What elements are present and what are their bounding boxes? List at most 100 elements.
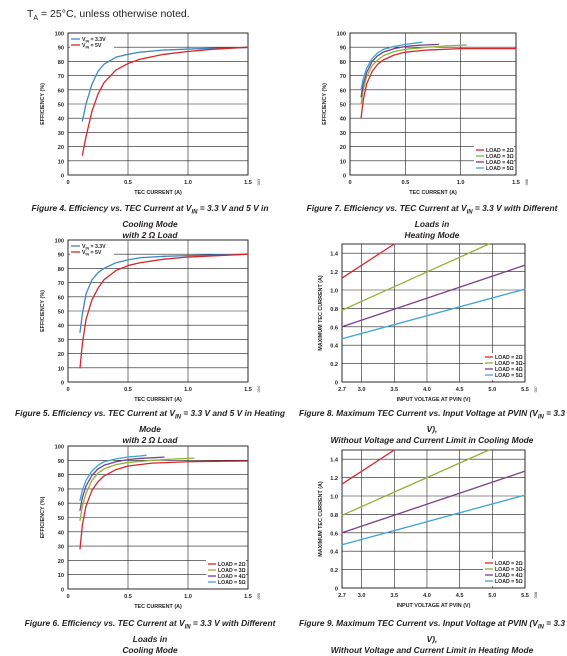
series-line-1 [341, 449, 395, 485]
figure-4-plot: 0 10 20 30 40 50 60 70 80 90 100 0 0.5 1.0 1.5 TEC CURR… [40, 32, 261, 197]
legend-entry: VIN = 3.3V [82, 37, 106, 44]
y-tick-label: 0 [61, 381, 64, 387]
legend-entry: VIN = 5V [82, 43, 102, 50]
y-tick-label: 70 [58, 487, 64, 493]
y-tick-label: 0.6 [330, 531, 338, 537]
plot-frame [67, 445, 249, 590]
x-tick-label: 2.7 [338, 387, 346, 393]
figure-7-plot: 0 10 20 30 40 50 60 70 80 90 100 0 0.5 1.0 1.5 TEC CURR… [322, 32, 529, 197]
y-tick-label: 60 [58, 88, 64, 94]
series-line-1 [79, 253, 249, 333]
x-tick-label: 3.5 [390, 387, 398, 393]
series-line-2 [79, 253, 249, 369]
legend-entry: LOAD = 4Ω [495, 573, 523, 579]
x-tick-label: 4.0 [423, 593, 431, 599]
figure-9-plot: 0 0.2 0.4 0.6 0.8 1.0 1.2 1.4 2.7 3.0 3.5 4.0 4.5 5.0… [318, 449, 538, 609]
y-tick-label: 0 [343, 174, 346, 180]
x-tick-label: 0 [66, 594, 69, 600]
y-tick-label: 40 [58, 530, 64, 536]
y-tick-label: 10 [58, 366, 64, 372]
y-tick-label: 60 [340, 88, 346, 94]
y-tick-label: 100 [337, 32, 346, 38]
y-tick-label: 1.4 [330, 252, 339, 258]
legend-entry: LOAD = 3Ω [486, 154, 514, 160]
y-tick-label: 30 [58, 545, 64, 551]
figure-8-plot: 0 0.2 0.4 0.6 0.8 1.0 1.2 1.4 2.7 3.0 3.5 4.0 4.5 5.0… [318, 243, 538, 403]
legend-entry: LOAD = 5Ω [495, 579, 523, 585]
y-tick-label: 50 [58, 516, 64, 522]
y-tick-label: 10 [340, 159, 346, 165]
y-tick-label: 70 [340, 74, 346, 80]
figure-9-caption: Figure 9. Maximum TEC Current vs. Input … [298, 618, 566, 655]
x-axis-title: TEC CURRENT (A) [134, 604, 182, 610]
figure-side-label: 004 [257, 386, 261, 392]
figure-5-plot: 0 10 20 30 40 50 60 70 80 90 100 0 0.5 1.0 1.5 TEC CURR… [40, 239, 261, 404]
x-axis-title: TEC CURRENT (A) [409, 190, 457, 196]
plot-frame [341, 449, 526, 589]
series-line-1 [81, 46, 249, 122]
y-tick-label: 10 [58, 159, 64, 165]
y-tick-label: 0.4 [330, 550, 339, 556]
x-tick-label: 1.0 [457, 180, 465, 186]
series-line-2 [341, 449, 490, 516]
plot-frame [67, 32, 249, 176]
y-tick-label: 30 [58, 338, 64, 344]
series-line-2 [79, 457, 195, 522]
y-tick-label: 0 [61, 588, 64, 594]
y-tick-label: 0.4 [330, 344, 339, 350]
y-axis-title: MAXIMUM TEC CURRENT (A) [318, 481, 324, 557]
y-tick-label: 0.2 [330, 362, 338, 368]
y-tick-label: 100 [55, 445, 64, 451]
x-tick-label: 4.5 [456, 593, 464, 599]
figure-side-label: 007 [534, 386, 538, 392]
figure-9-chart: 0 0.2 0.4 0.6 0.8 1.0 1.2 1.4 2.7 3.0 3.5 4.0 4.5 5.0… [297, 438, 567, 655]
x-tick-label: 0.5 [124, 180, 132, 186]
x-tick-label: 5.5 [521, 593, 529, 599]
y-tick-label: 90 [58, 46, 64, 52]
y-tick-label: 30 [340, 131, 346, 137]
series-line-1 [360, 47, 517, 119]
y-tick-label: 50 [58, 310, 64, 316]
y-axis-title: MAXIMUM TEC CURRENT (A) [318, 275, 324, 351]
y-axis-title: EFFICIENCY (%) [40, 290, 46, 332]
x-axis-title: TEC CURRENT (A) [134, 190, 182, 196]
x-tick-label: 1.5 [512, 180, 520, 186]
series-line-1 [341, 243, 395, 279]
x-tick-label: 1.5 [244, 180, 252, 186]
x-tick-label: 3.0 [358, 387, 366, 393]
x-tick-label: 0.5 [124, 387, 132, 393]
x-tick-label: 1.0 [184, 594, 192, 600]
x-tick-label: 1.0 [184, 387, 192, 393]
series-line-4 [79, 454, 147, 501]
figure-8-chart: 0 0.2 0.4 0.6 0.8 1.0 1.2 1.4 2.7 3.0 3.5 4.0 4.5 5.0… [297, 232, 567, 445]
y-tick-label: 50 [58, 103, 64, 109]
legend-entry: LOAD = 4Ω [486, 160, 514, 166]
y-tick-label: 80 [58, 473, 64, 479]
legend-entry: LOAD = 3Ω [495, 567, 523, 573]
figure-side-label: 003 [257, 179, 261, 185]
x-axis-title: TEC CURRENT (A) [134, 397, 182, 403]
y-tick-label: 100 [55, 239, 64, 245]
series-line-1 [79, 460, 249, 550]
y-tick-label: 20 [340, 145, 346, 151]
figure-side-label: 005 [257, 593, 261, 599]
x-tick-label: 5.5 [521, 387, 529, 393]
y-tick-label: 70 [58, 281, 64, 287]
legend-entry: LOAD = 2Ω [486, 148, 514, 154]
y-tick-label: 1.4 [330, 458, 339, 464]
figure-6-chart: 0 10 20 30 40 50 60 70 80 90 100 0 0.5 1.0 1.5 TEC CURR… [15, 438, 285, 655]
y-tick-label: 1.0 [330, 289, 338, 295]
y-tick-label: 1.2 [330, 270, 338, 276]
series-line-3 [79, 456, 165, 511]
figure-5-caption: Figure 5. Efficiency vs. TEC Current at … [15, 408, 285, 445]
y-tick-label: 1.0 [330, 495, 338, 501]
y-tick-label: 40 [58, 117, 64, 123]
x-tick-label: 3.0 [358, 593, 366, 599]
x-axis-title: INPUT VOLTAGE AT PVIN (V) [397, 603, 471, 609]
y-tick-label: 0.8 [330, 307, 338, 313]
y-tick-label: 60 [58, 295, 64, 301]
legend-entry: LOAD = 4Ω [218, 574, 246, 580]
y-tick-label: 100 [55, 32, 64, 38]
y-tick-label: 20 [58, 559, 64, 565]
legend-box [70, 34, 114, 50]
